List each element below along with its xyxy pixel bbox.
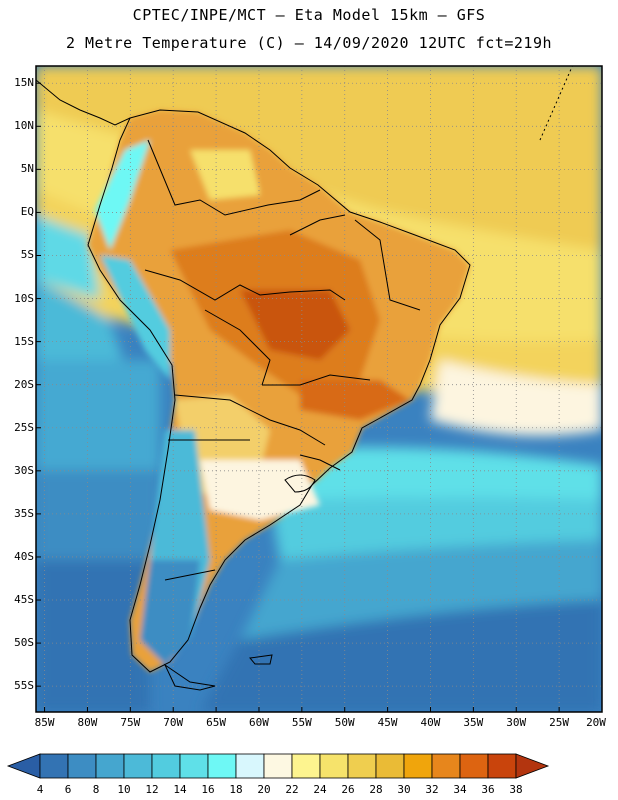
colorbar-arrow-high <box>515 753 550 779</box>
lat-label: EQ <box>20 205 34 219</box>
country-borders <box>36 66 573 691</box>
colorbar-swatch <box>179 753 209 779</box>
lat-label: 20S <box>14 377 34 391</box>
colorbar-swatch <box>39 753 69 779</box>
colorbar-swatch <box>67 753 97 779</box>
colorbar-label: 36 <box>481 783 495 796</box>
lon-label: 35W <box>463 716 484 729</box>
colorbar-swatch <box>403 753 433 779</box>
lon-label: 80W <box>77 716 98 729</box>
lat-label: 35S <box>14 506 34 520</box>
colorbar-arrow-low <box>6 753 41 779</box>
colorbar-swatch <box>319 753 349 779</box>
colorbar-label: 4 <box>36 783 44 796</box>
colorbar-swatch <box>207 753 237 779</box>
lat-label: 45S <box>14 593 34 607</box>
map-subtitle: 2 Metre Temperature (C) – 14/09/2020 12U… <box>65 34 553 52</box>
colorbar-swatch <box>431 753 461 779</box>
lat-label: 50S <box>14 636 34 650</box>
map-frame <box>35 65 603 713</box>
colorbar-swatch <box>235 753 265 779</box>
colorbar-swatch <box>291 753 321 779</box>
colorbar-label: 24 <box>313 783 327 796</box>
colorbar-label: 20 <box>257 783 271 796</box>
lon-label: 85W <box>34 716 55 729</box>
colorbar <box>6 753 550 779</box>
colorbar-swatch <box>375 753 405 779</box>
colorbar-swatch <box>263 753 293 779</box>
colorbar-label: 28 <box>369 783 383 796</box>
colorbar-swatch <box>151 753 181 779</box>
lat-label: 5N <box>20 162 34 176</box>
colorbar-label: 32 <box>425 783 439 796</box>
map-field <box>36 66 602 712</box>
colorbar-label: 6 <box>64 783 72 796</box>
colorbar-label: 34 <box>453 783 467 796</box>
lon-label: 30W <box>506 716 527 729</box>
lon-label: 65W <box>206 716 227 729</box>
lon-label: 45W <box>377 716 398 729</box>
lat-label: 40S <box>14 549 34 563</box>
lon-label: 25W <box>549 716 570 729</box>
colorbar-swatch <box>459 753 489 779</box>
lon-label: 20W <box>586 716 606 729</box>
lat-label: 25S <box>14 420 34 434</box>
lat-label: 55S <box>14 679 34 693</box>
colorbar-label: 30 <box>397 783 411 796</box>
lat-label: 5S <box>20 248 34 262</box>
colorbar-label: 10 <box>117 783 131 796</box>
colorbar-label: 38 <box>509 783 523 796</box>
colorbar-swatch <box>347 753 377 779</box>
lon-label: 60W <box>249 716 269 729</box>
lon-label: 75W <box>120 716 141 729</box>
colorbar-label: 8 <box>92 783 100 796</box>
colorbar-label: 22 <box>285 783 299 796</box>
colorbar-swatch <box>123 753 153 779</box>
lon-label: 50W <box>334 716 355 729</box>
colorbar-label: 12 <box>145 783 159 796</box>
colorbar-swatch <box>487 753 517 779</box>
colorbar-label: 26 <box>341 783 355 796</box>
map-title: CPTEC/INPE/MCT – Eta Model 15km – GFS <box>132 6 486 24</box>
lat-label: 15S <box>14 334 34 348</box>
colorbar-label: 16 <box>201 783 215 796</box>
lon-label: 70W <box>163 716 184 729</box>
colorbar-label: 14 <box>173 783 187 796</box>
lat-label: 30S <box>14 463 34 477</box>
lat-label: 15N <box>14 76 34 90</box>
lon-label: 40W <box>420 716 441 729</box>
lon-label: 55W <box>291 716 312 729</box>
colorbar-swatch <box>95 753 125 779</box>
lat-label: 10S <box>14 291 34 305</box>
lat-label: 10N <box>14 119 34 133</box>
colorbar-label: 18 <box>229 783 243 796</box>
